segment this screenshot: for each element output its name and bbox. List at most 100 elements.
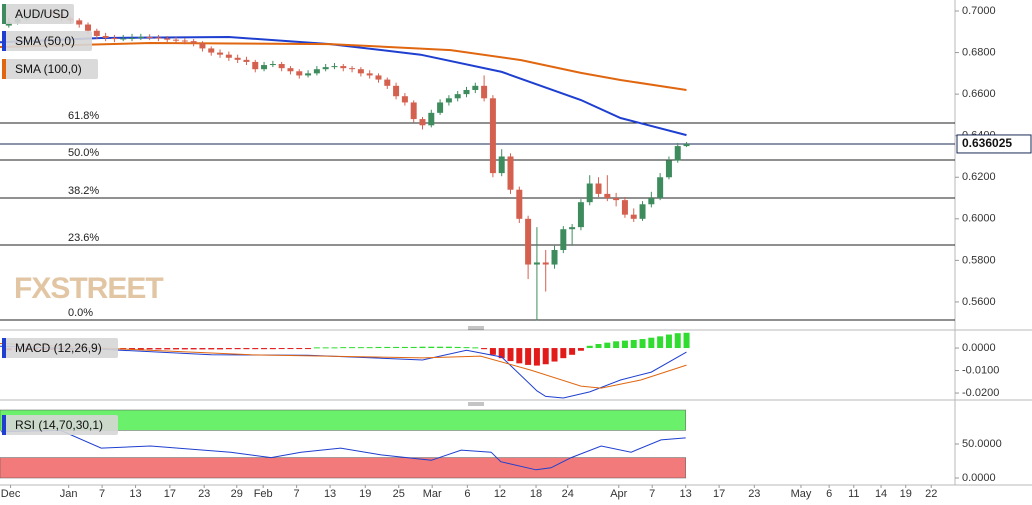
histogram-bar — [419, 346, 426, 349]
rsi-band — [0, 457, 686, 479]
candle-body — [375, 75, 382, 80]
histogram-bar — [287, 348, 294, 350]
candle-body — [428, 112, 435, 126]
candle-body — [305, 73, 312, 76]
candle-body — [93, 30, 100, 36]
histogram-bar — [454, 346, 461, 349]
candle-body — [146, 36, 153, 38]
candle-body — [76, 20, 83, 25]
rsi-line — [0, 429, 686, 471]
histogram-bar — [243, 348, 250, 350]
candle-body — [366, 73, 373, 76]
x-tick-label: 22 — [925, 488, 937, 500]
x-tick-label: Jan — [60, 488, 78, 500]
legend-label: RSI (14,70,30,1) — [15, 418, 103, 432]
y-tick-label: 0.6800 — [962, 46, 996, 58]
candle-body — [621, 200, 628, 215]
candle-body — [287, 68, 294, 72]
candle-body — [164, 38, 171, 40]
x-tick-label: 6 — [826, 488, 832, 500]
legend-swatch — [2, 4, 6, 24]
legend-label: AUD/USD — [15, 7, 69, 21]
candle-body — [437, 102, 444, 113]
y-tick-label: 50.0000 — [962, 438, 1002, 450]
macd-line — [0, 345, 687, 399]
candle-body — [243, 59, 250, 62]
candle-body — [674, 146, 681, 161]
candle-body — [516, 189, 523, 219]
x-tick-label: Apr — [610, 488, 627, 500]
histogram-bar — [393, 346, 400, 349]
histogram-bar — [269, 348, 276, 350]
candle-body — [313, 69, 320, 74]
histogram-bar — [384, 346, 391, 349]
histogram-bar — [181, 348, 188, 350]
histogram-bar — [498, 348, 505, 359]
y-tick-label: 0.5800 — [962, 254, 996, 266]
candle-body — [199, 43, 206, 49]
level-label: 0.0% — [68, 307, 93, 319]
legend-box — [2, 59, 98, 79]
x-tick-label: 17 — [713, 488, 725, 500]
histogram-bar — [542, 348, 549, 365]
histogram-bar — [313, 347, 320, 349]
histogram-bar — [577, 348, 584, 351]
histogram-bar — [234, 348, 241, 350]
x-tick-label: 17 — [164, 488, 176, 500]
histogram-bar — [657, 336, 664, 349]
candle-body — [155, 37, 162, 39]
histogram-bar — [551, 348, 558, 362]
x-tick-label: 19 — [900, 488, 912, 500]
histogram-bar — [296, 348, 303, 350]
candle-body — [507, 156, 514, 190]
candle-body — [560, 229, 567, 250]
x-tick-label: Feb — [254, 488, 273, 500]
candle-body — [269, 64, 276, 66]
candle-body — [445, 98, 452, 103]
histogram-bar — [278, 348, 285, 350]
histogram-bar — [507, 348, 514, 362]
candle-body — [129, 38, 136, 40]
histogram-bar — [621, 340, 628, 349]
candle-body — [401, 96, 408, 103]
y-tick-label: -0.0100 — [962, 364, 999, 376]
candle-body — [577, 202, 584, 228]
histogram-bar — [217, 348, 224, 350]
y-tick-label: -0.0200 — [962, 387, 999, 399]
candle-body — [357, 69, 364, 74]
y-tick-label: 0.7000 — [962, 5, 996, 17]
legend-box — [2, 338, 118, 358]
histogram-bar — [437, 346, 444, 349]
legend-swatch — [2, 59, 6, 79]
histogram-bar — [155, 348, 162, 350]
histogram-bar — [340, 347, 347, 349]
x-tick-label: 23 — [748, 488, 760, 500]
candle-body — [120, 38, 127, 40]
candle-body — [463, 89, 470, 95]
histogram-bar — [357, 347, 364, 349]
legend-swatch — [2, 415, 6, 435]
candle-body — [225, 54, 232, 58]
candle-body — [630, 214, 637, 219]
macd-line — [0, 343, 687, 389]
histogram-bar — [569, 348, 576, 355]
candle-body — [639, 204, 646, 219]
histogram-bar — [261, 348, 268, 350]
legend-swatch — [2, 338, 6, 358]
candle-body — [683, 144, 690, 147]
last-price-label: 0.636025 — [962, 136, 1012, 150]
candle-body — [234, 57, 241, 60]
candle-body — [604, 193, 611, 199]
candle-body — [542, 262, 549, 265]
level-label: 61.8% — [68, 110, 99, 122]
x-tick-label: 13 — [129, 488, 141, 500]
histogram-bar — [445, 346, 452, 349]
histogram-bar — [137, 348, 144, 350]
histogram-bar — [322, 347, 329, 349]
histogram-bar — [199, 348, 206, 350]
histogram-bar — [560, 348, 567, 359]
candle-body — [252, 61, 259, 70]
x-tick-label: Mar — [423, 488, 442, 500]
legend-swatch — [2, 31, 6, 51]
